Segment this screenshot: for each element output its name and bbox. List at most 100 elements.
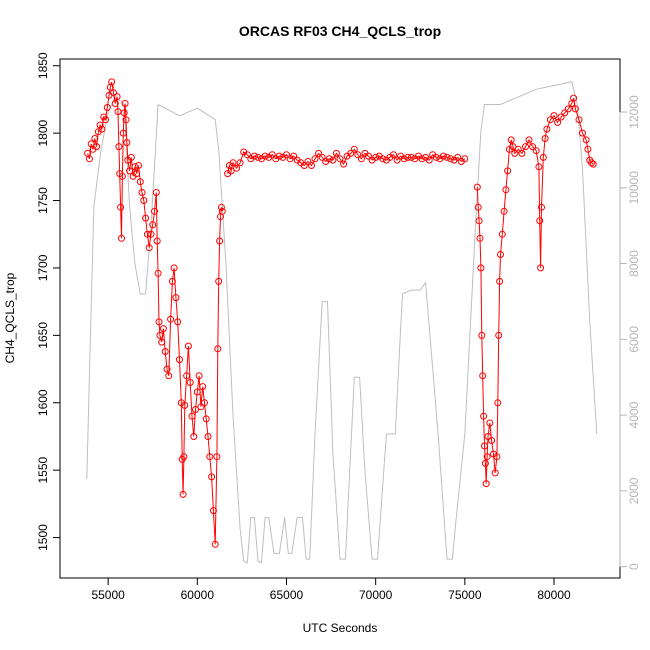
ch4-point <box>570 94 578 102</box>
ch4-point <box>546 116 554 124</box>
ch4-point <box>136 178 144 186</box>
ch4-point <box>493 453 501 461</box>
ch4-point <box>518 149 526 157</box>
y2-tick-label: 0 <box>627 563 641 570</box>
ch4-point <box>484 433 492 440</box>
ch4-point <box>123 139 131 147</box>
ch4-point <box>477 264 485 272</box>
ch4-point <box>119 129 127 137</box>
ch4-point <box>579 129 586 137</box>
ch4-point <box>261 152 269 160</box>
ch4-point <box>254 153 262 161</box>
plot-frame <box>59 58 621 579</box>
x-tick-label: 65000 <box>270 588 304 602</box>
ch4-point <box>536 217 544 225</box>
ch4-point <box>156 331 164 339</box>
ch4-point <box>108 78 116 86</box>
ch4-point <box>197 403 205 411</box>
y2-tick-label: 8000 <box>627 250 641 277</box>
ch4-point <box>179 490 187 498</box>
ch4-point <box>183 372 191 380</box>
ch4-point <box>582 136 590 144</box>
ch4-point <box>217 203 225 211</box>
ch4-point <box>102 116 109 124</box>
ch4-point <box>243 151 251 159</box>
ch4-point <box>290 152 298 160</box>
ch4-point <box>158 338 166 346</box>
ch4-point <box>539 153 547 161</box>
ch4-point <box>537 264 545 272</box>
ch4-point <box>347 149 355 157</box>
ch4-point <box>93 143 101 151</box>
y-tick-label: 1500 <box>36 524 50 551</box>
x-tick-label: 55000 <box>91 588 125 602</box>
ch4-point <box>372 153 380 161</box>
ch4-point <box>525 136 533 144</box>
ch4-point <box>522 143 529 151</box>
ch4-point <box>206 453 214 461</box>
ch4-point <box>126 167 134 175</box>
ch4-point <box>308 162 315 169</box>
ch4-point <box>96 121 104 129</box>
ch4-point <box>168 277 176 285</box>
ch4-point <box>155 318 163 326</box>
altitude-series <box>86 81 598 564</box>
y2-tick-label: 6000 <box>627 326 641 353</box>
ch4-point <box>135 162 142 169</box>
ch4-point <box>325 155 333 163</box>
ch4-point <box>588 159 595 167</box>
ch4-point <box>571 105 579 113</box>
ch4-point <box>118 234 125 242</box>
ch4-point <box>504 167 512 175</box>
ch4-point <box>480 412 488 420</box>
ch4-point <box>479 372 487 380</box>
ch4-point <box>488 437 496 444</box>
ch4-point <box>543 125 551 133</box>
ch4-point <box>147 230 155 238</box>
ch4-point <box>145 244 153 252</box>
ch4-point <box>390 151 397 159</box>
ch4-point <box>496 277 504 285</box>
ch4-point <box>188 412 196 420</box>
ch4-point <box>159 325 167 333</box>
ch4-point <box>425 156 433 164</box>
y-tick-label: 1700 <box>36 254 50 281</box>
ch4-point <box>174 318 182 326</box>
ch4-point <box>494 399 502 407</box>
ch4-point <box>304 158 312 165</box>
ch4-point <box>439 152 447 160</box>
ch4-point <box>474 203 482 211</box>
ch4-point <box>497 251 504 258</box>
ch4-point <box>407 153 415 161</box>
x-axis-label: UTC Seconds <box>303 621 378 635</box>
y2-axis: 0 2000 4000 6000 8000 10000 12000 <box>619 95 641 570</box>
ch4-point <box>190 433 198 440</box>
ch4-point <box>336 155 344 163</box>
y-tick-label: 1800 <box>36 119 50 146</box>
y-tick-label: 1850 <box>36 52 50 79</box>
ch4-point <box>233 164 241 172</box>
ch4-point <box>483 453 491 461</box>
ch4-point <box>120 109 128 117</box>
ch4-point <box>118 172 126 180</box>
ch4-point <box>315 149 323 157</box>
ch4-point <box>311 155 319 163</box>
ch4-point <box>151 207 158 215</box>
ch4-point <box>365 152 372 160</box>
ch4-point <box>481 459 489 467</box>
chart-title: ORCAS RF03 CH4_QCLS_trop <box>239 23 441 39</box>
ch4-point <box>561 109 569 117</box>
ch4-point <box>473 183 481 191</box>
ch4-point <box>482 480 490 488</box>
ch4-point <box>300 162 308 169</box>
ch4-point <box>495 331 503 339</box>
ch4-point <box>511 149 519 157</box>
y2-tick-label: 12000 <box>627 95 641 129</box>
ch4-point <box>557 113 565 121</box>
ch4-point <box>357 155 365 163</box>
ch4-point <box>475 217 483 225</box>
ch4-point <box>454 153 462 161</box>
ch4-point <box>554 118 562 126</box>
y2-tick-label: 4000 <box>627 401 641 428</box>
ch4-point <box>170 264 178 272</box>
